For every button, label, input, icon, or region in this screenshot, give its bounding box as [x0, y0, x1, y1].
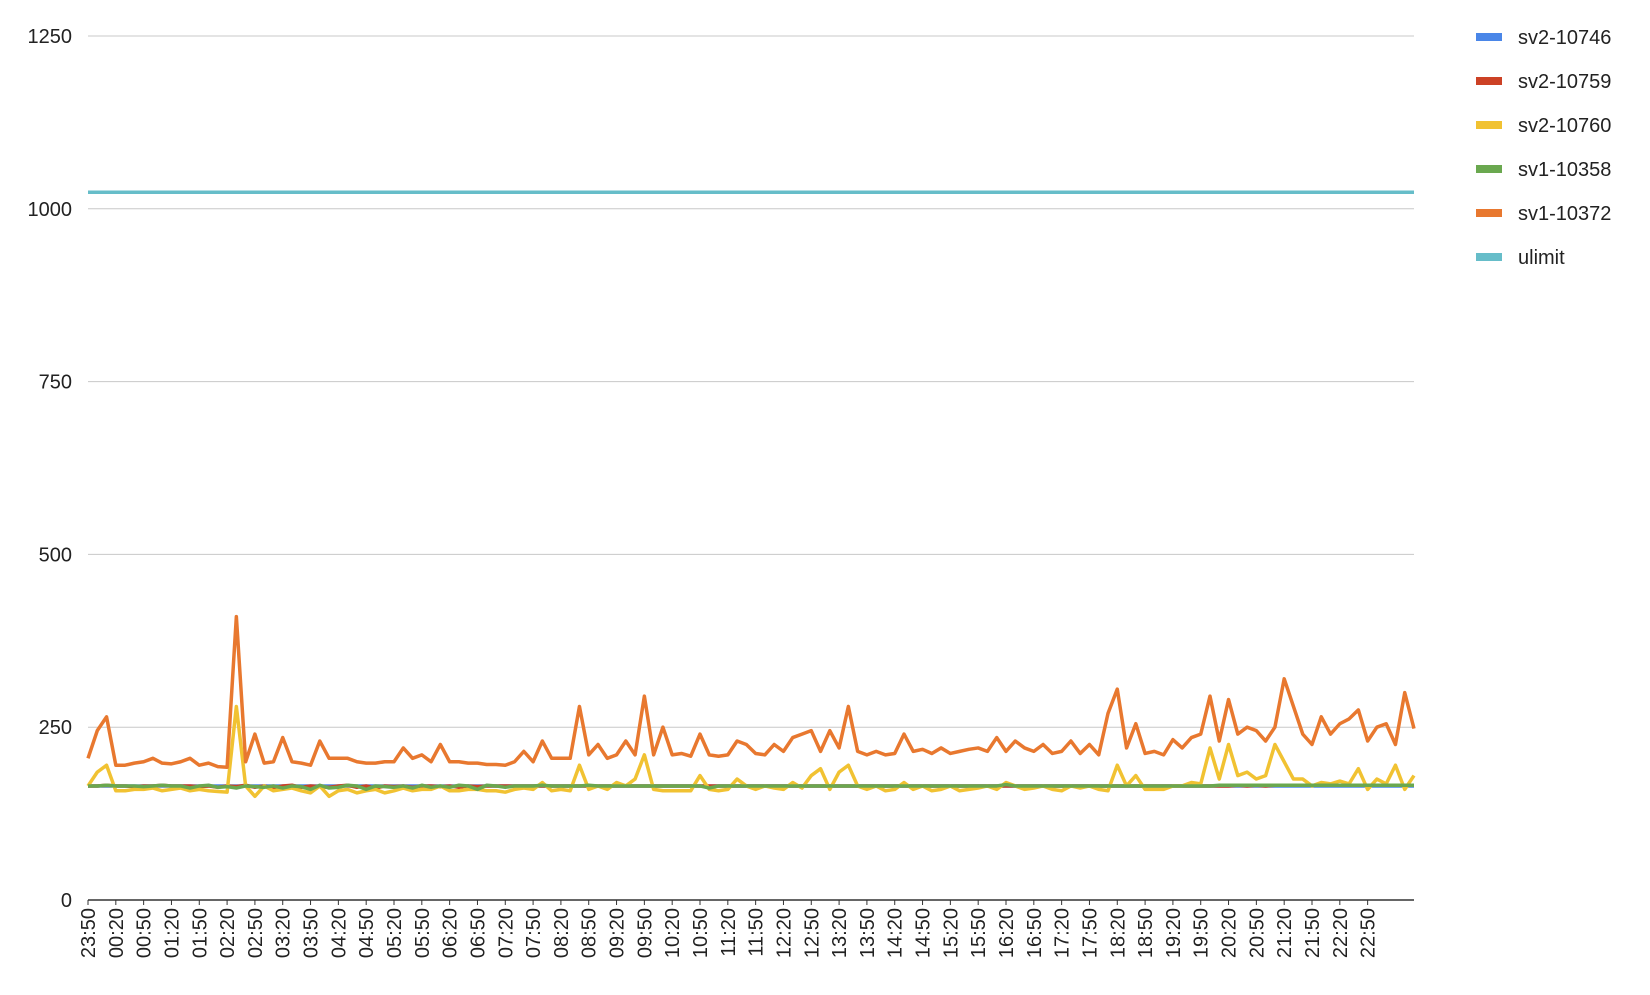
x-tick-label: 09:50 — [634, 908, 656, 958]
legend-label: sv2-10760 — [1518, 115, 1611, 137]
x-tick-label: 08:50 — [579, 908, 601, 958]
x-tick-label: 02:50 — [245, 908, 267, 958]
x-tick-label: 13:50 — [857, 908, 879, 958]
legend-swatch — [1476, 253, 1502, 261]
x-tick-label: 20:50 — [1246, 908, 1268, 958]
y-tick-label: 1000 — [28, 199, 73, 221]
x-tick-label: 17:50 — [1079, 908, 1101, 958]
legend-label: sv2-10759 — [1518, 71, 1611, 93]
x-tick-label: 00:20 — [106, 908, 128, 958]
legend-label: sv1-10358 — [1518, 159, 1611, 181]
x-tick-label: 06:20 — [440, 908, 462, 958]
x-tick-label: 14:50 — [913, 908, 935, 958]
x-tick-label: 19:20 — [1163, 908, 1185, 958]
x-tick-label: 19:50 — [1191, 908, 1213, 958]
legend-swatch — [1476, 209, 1502, 217]
x-tick-label: 03:20 — [273, 908, 295, 958]
x-tick-label: 15:50 — [968, 908, 990, 958]
x-tick-label: 11:20 — [718, 908, 740, 957]
x-tick-label: 21:20 — [1274, 908, 1296, 958]
series-line — [86, 614, 1416, 770]
x-tick-label: 22:20 — [1330, 908, 1352, 958]
x-tick-label: 01:20 — [161, 908, 183, 958]
x-tick-label: 16:50 — [1024, 908, 1046, 958]
x-tick-label: 02:20 — [217, 908, 239, 958]
legend-swatch — [1476, 77, 1502, 85]
x-tick-label: 11:50 — [746, 908, 768, 957]
x-tick-label: 21:50 — [1302, 908, 1324, 958]
x-tick-label: 01:50 — [189, 908, 211, 958]
legend-label: sv1-10372 — [1518, 203, 1611, 225]
x-tick-label: 05:50 — [412, 908, 434, 958]
x-tick-label: 18:50 — [1135, 908, 1157, 958]
legend-swatch — [1476, 33, 1502, 41]
legend-swatch — [1476, 165, 1502, 173]
legend-label: ulimit — [1518, 247, 1565, 269]
x-tick-label: 23:50 — [78, 908, 100, 958]
x-tick-label: 17:20 — [1052, 908, 1074, 958]
x-tick-label: 18:20 — [1107, 908, 1129, 958]
x-tick-label: 22:50 — [1358, 908, 1380, 958]
y-tick-label: 500 — [39, 544, 72, 566]
y-tick-label: 1250 — [28, 26, 73, 48]
x-tick-label: 16:20 — [996, 908, 1018, 958]
x-tick-label: 05:20 — [384, 908, 406, 958]
x-tick-label: 12:20 — [773, 908, 795, 958]
x-tick-label: 20:20 — [1219, 908, 1241, 958]
x-tick-label: 04:20 — [328, 908, 350, 958]
x-tick-label: 00:50 — [134, 908, 156, 958]
legend-label: sv2-10746 — [1518, 27, 1611, 49]
x-tick-label: 07:20 — [495, 908, 517, 958]
x-tick-label: 07:50 — [523, 908, 545, 958]
x-tick-label: 04:50 — [356, 908, 378, 958]
x-tick-label: 12:50 — [801, 908, 823, 958]
x-tick-label: 10:50 — [690, 908, 712, 958]
x-tick-label: 13:20 — [829, 908, 851, 958]
x-tick-label: 09:20 — [607, 908, 629, 958]
x-tick-label: 14:20 — [885, 908, 907, 958]
x-tick-label: 06:50 — [467, 908, 489, 958]
y-tick-label: 750 — [39, 372, 72, 394]
legend-swatch — [1476, 121, 1502, 129]
y-tick-label: 0 — [61, 890, 72, 912]
y-tick-label: 250 — [39, 717, 72, 739]
x-tick-label: 08:20 — [551, 908, 573, 958]
series-line — [88, 782, 1414, 792]
x-tick-label: 10:20 — [662, 908, 684, 958]
x-tick-label: 03:50 — [301, 908, 323, 958]
x-tick-label: 15:20 — [940, 908, 962, 958]
